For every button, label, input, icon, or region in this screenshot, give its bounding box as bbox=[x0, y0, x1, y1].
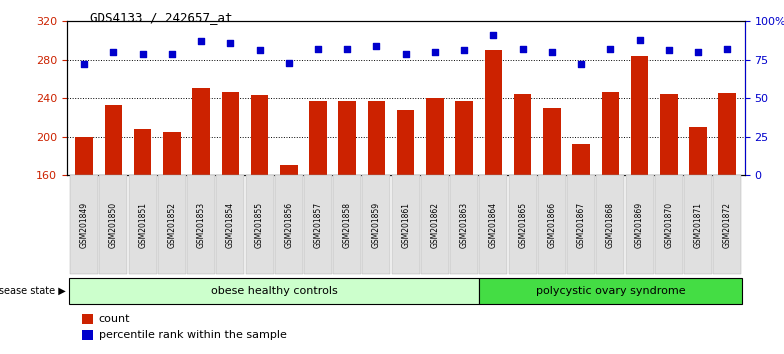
Point bbox=[107, 49, 120, 55]
Bar bbox=[631, 56, 648, 175]
Bar bbox=[134, 129, 151, 175]
Text: GSM201856: GSM201856 bbox=[285, 202, 293, 248]
Bar bbox=[280, 165, 298, 175]
Text: GSM201866: GSM201866 bbox=[547, 202, 557, 248]
Bar bbox=[572, 144, 590, 175]
Point bbox=[517, 46, 529, 52]
Text: GSM201851: GSM201851 bbox=[138, 202, 147, 248]
Text: GSM201853: GSM201853 bbox=[197, 202, 205, 248]
Text: GSM201871: GSM201871 bbox=[694, 202, 702, 248]
Text: GSM201865: GSM201865 bbox=[518, 202, 527, 248]
Text: GSM201850: GSM201850 bbox=[109, 202, 118, 248]
Text: GSM201849: GSM201849 bbox=[80, 202, 89, 248]
Bar bbox=[426, 98, 444, 175]
Text: obese healthy controls: obese healthy controls bbox=[211, 286, 338, 296]
Point bbox=[165, 51, 178, 56]
Point bbox=[604, 46, 616, 52]
Point bbox=[458, 48, 470, 53]
Point bbox=[633, 37, 646, 42]
Bar bbox=[222, 92, 239, 175]
Point bbox=[546, 49, 558, 55]
Point bbox=[691, 49, 704, 55]
Point bbox=[721, 46, 734, 52]
Bar bbox=[718, 93, 736, 175]
Text: percentile rank within the sample: percentile rank within the sample bbox=[99, 330, 287, 340]
Text: polycystic ovary syndrome: polycystic ovary syndrome bbox=[535, 286, 685, 296]
Bar bbox=[689, 127, 707, 175]
Point bbox=[78, 62, 90, 67]
Bar bbox=[309, 101, 327, 175]
Bar bbox=[75, 137, 93, 175]
Text: GSM201862: GSM201862 bbox=[430, 202, 440, 248]
Text: GSM201861: GSM201861 bbox=[401, 202, 410, 248]
Text: GSM201855: GSM201855 bbox=[255, 202, 264, 248]
Bar bbox=[485, 50, 503, 175]
Bar bbox=[163, 132, 180, 175]
Point bbox=[224, 40, 237, 46]
Bar bbox=[104, 105, 122, 175]
Point bbox=[399, 51, 412, 56]
Bar bbox=[456, 101, 473, 175]
Text: count: count bbox=[99, 314, 130, 324]
Point bbox=[253, 48, 266, 53]
Text: GSM201859: GSM201859 bbox=[372, 202, 381, 248]
Text: GSM201858: GSM201858 bbox=[343, 202, 352, 248]
Point bbox=[370, 43, 383, 49]
Text: GSM201870: GSM201870 bbox=[664, 202, 673, 248]
Text: GSM201872: GSM201872 bbox=[723, 202, 731, 248]
Text: GSM201868: GSM201868 bbox=[606, 202, 615, 248]
Text: GSM201852: GSM201852 bbox=[167, 202, 176, 248]
Text: GSM201867: GSM201867 bbox=[576, 202, 586, 248]
Point bbox=[487, 32, 499, 38]
Point bbox=[136, 51, 149, 56]
Bar bbox=[192, 88, 210, 175]
Text: GSM201864: GSM201864 bbox=[489, 202, 498, 248]
Text: disease state ▶: disease state ▶ bbox=[0, 286, 66, 296]
Point bbox=[341, 46, 354, 52]
Bar bbox=[251, 95, 268, 175]
Bar bbox=[339, 101, 356, 175]
Bar bbox=[514, 95, 532, 175]
Text: GSM201854: GSM201854 bbox=[226, 202, 235, 248]
Bar bbox=[397, 110, 415, 175]
Text: GSM201857: GSM201857 bbox=[314, 202, 322, 248]
Point bbox=[575, 62, 587, 67]
Text: GSM201863: GSM201863 bbox=[459, 202, 469, 248]
Bar bbox=[601, 92, 619, 175]
Bar bbox=[543, 108, 561, 175]
Point bbox=[312, 46, 325, 52]
Text: GSM201869: GSM201869 bbox=[635, 202, 644, 248]
Point bbox=[662, 48, 675, 53]
Bar bbox=[660, 95, 677, 175]
Text: GDS4133 / 242657_at: GDS4133 / 242657_at bbox=[90, 11, 233, 24]
Point bbox=[282, 60, 295, 65]
Point bbox=[429, 49, 441, 55]
Bar bbox=[368, 101, 385, 175]
Point bbox=[195, 39, 208, 44]
